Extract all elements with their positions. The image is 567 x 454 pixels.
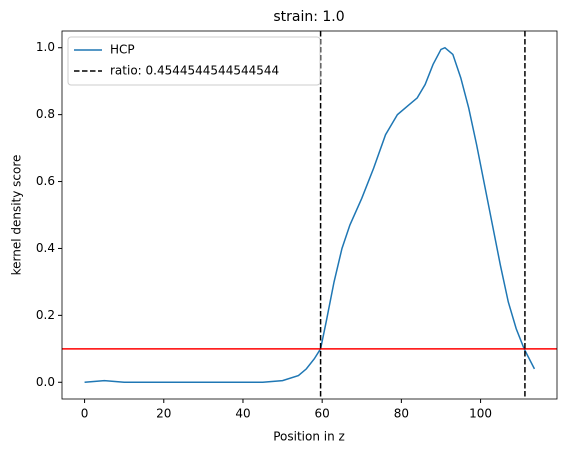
- x-tick-label: 100: [469, 407, 492, 421]
- x-tick-label: 80: [394, 407, 409, 421]
- y-tick-label: 0.8: [36, 107, 55, 121]
- y-axis-label: kernel density score: [10, 155, 24, 276]
- plot-frame: [61, 30, 558, 400]
- x-tick-label: 60: [315, 407, 330, 421]
- y-tick-label: 0.2: [36, 308, 55, 322]
- y-tick-label: 0.0: [36, 375, 55, 389]
- y-tick-label: 0.4: [36, 241, 55, 255]
- x-axis-label: Position in z: [273, 430, 345, 444]
- legend-label: ratio: 0.4544544544544544: [110, 64, 279, 78]
- x-tick-label: 20: [156, 407, 171, 421]
- y-tick-label: 0.6: [36, 174, 55, 188]
- chart-title: strain: 1.0: [273, 9, 344, 25]
- y-tick-label: 1.0: [36, 40, 55, 54]
- legend-box: [67, 36, 321, 86]
- x-tick-label: 40: [235, 407, 250, 421]
- legend-label: HCP: [110, 43, 135, 57]
- x-tick-label: 0: [81, 407, 89, 421]
- line-series: [84, 46, 536, 384]
